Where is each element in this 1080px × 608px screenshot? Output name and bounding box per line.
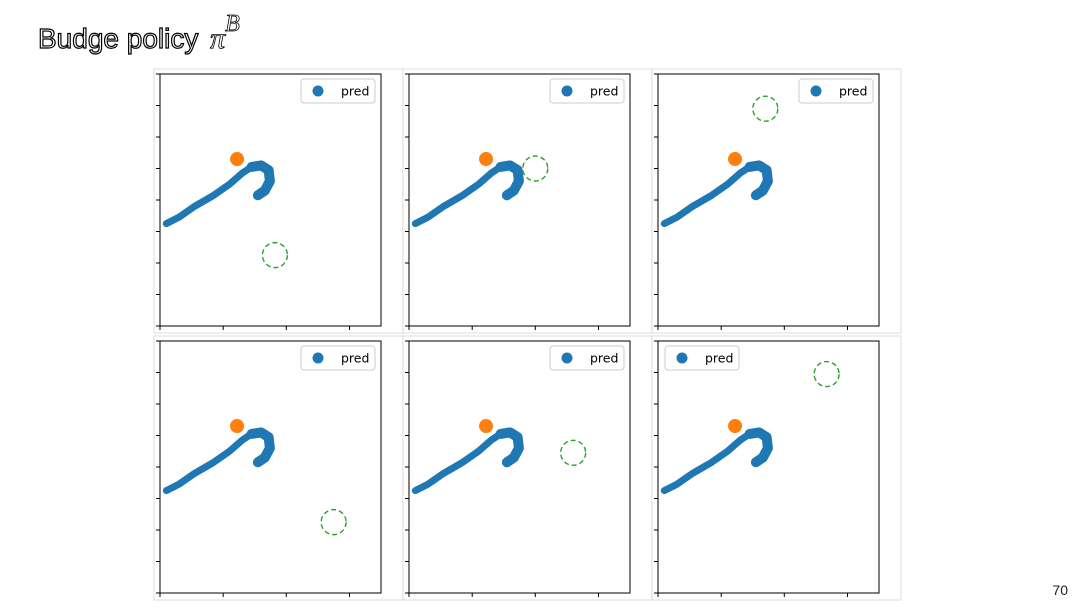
- pred-trajectory-hook: [246, 427, 275, 468]
- current-position-point: [479, 152, 494, 167]
- target-ring: [752, 95, 779, 122]
- legend-box: [664, 345, 740, 371]
- legend-label: pred: [839, 84, 867, 99]
- title-superscript: B: [225, 11, 240, 38]
- slide-title: Budge policy πB: [37, 10, 240, 59]
- current-position-point: [479, 419, 494, 434]
- subplot-frame: [153, 335, 404, 601]
- legend-box: [300, 78, 376, 104]
- legend-box: [549, 78, 625, 104]
- current-position-point: [728, 152, 743, 167]
- current-position-point: [230, 152, 245, 167]
- subplot-frame: [651, 335, 902, 601]
- subplot-frame: [402, 68, 653, 334]
- subplot-frame: [402, 335, 653, 601]
- legend-box: [300, 345, 376, 371]
- pred-trajectory-hook: [744, 427, 773, 468]
- target-ring: [261, 241, 289, 269]
- page-number: 70: [1052, 582, 1068, 598]
- legend-box: [798, 78, 874, 104]
- legend-label: pred: [705, 351, 733, 366]
- legend-pred-marker: [561, 352, 573, 364]
- legend-box: [549, 345, 625, 371]
- title-pi-symbol: πB: [210, 11, 240, 56]
- target-ring: [813, 360, 840, 388]
- pred-trajectory-hook: [246, 160, 275, 201]
- legend-label: pred: [590, 84, 618, 99]
- legend-pred-marker: [312, 85, 324, 97]
- pred-trajectory-hook: [495, 160, 524, 201]
- legend-label: pred: [590, 351, 618, 366]
- legend-pred-marker: [561, 85, 573, 97]
- legend-pred-marker: [676, 352, 688, 364]
- target-ring: [559, 439, 587, 467]
- legend-pred-marker: [312, 352, 324, 364]
- subplot-frame: [153, 68, 404, 334]
- current-position-point: [728, 419, 743, 434]
- target-ring: [320, 508, 347, 536]
- legend-pred-marker: [810, 85, 822, 97]
- pred-trajectory-hook: [495, 427, 524, 468]
- legend-label: pred: [341, 84, 369, 99]
- pred-trajectory-hook: [744, 160, 773, 201]
- title-text: Budge policy: [37, 22, 199, 54]
- legend-label: pred: [341, 351, 369, 366]
- target-ring: [522, 155, 549, 182]
- subplot-frame: [651, 68, 902, 334]
- current-position-point: [230, 419, 245, 434]
